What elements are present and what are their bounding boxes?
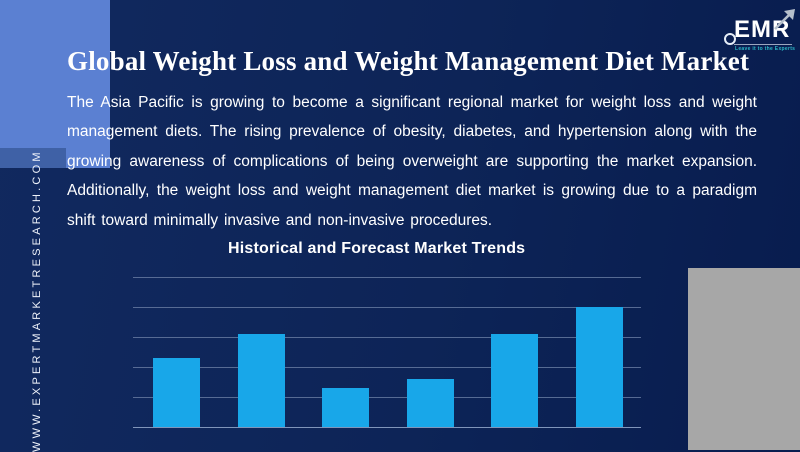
chart-baseline [133,427,641,428]
chart-bar [406,379,454,427]
chart-bar [491,334,539,427]
chart-bar [322,388,370,427]
chart-gridline [133,367,641,368]
logo-tagline: Leave it to the Experts [735,46,796,52]
chart-bar [153,358,200,427]
logo-circle-icon [724,33,736,45]
emr-logo: EMR Leave it to the Experts [713,8,800,52]
logo-text: EMR [734,16,791,43]
accent-corner-block [0,0,110,168]
chart-bar [576,307,623,427]
bar-chart-plot [133,277,641,428]
growth-arrow-icon [774,9,795,30]
chart-gridline [133,337,641,338]
accent-corner-block-shade [0,148,66,168]
page-title: Global Weight Loss and Weight Management… [67,46,750,76]
chart-bar [237,334,285,427]
logo-underline [734,44,792,45]
gray-side-block [688,268,800,450]
sidebar-website-text: WWW.EXPERTMARKETRESEARCH.COM [31,149,43,452]
chart-gridline [133,397,641,398]
chart-title: Historical and Forecast Market Trends [228,240,526,257]
chart-gridline [133,277,641,278]
intro-paragraph: The Asia Pacific is growing to become a … [67,94,757,229]
chart-gridline [133,307,641,308]
